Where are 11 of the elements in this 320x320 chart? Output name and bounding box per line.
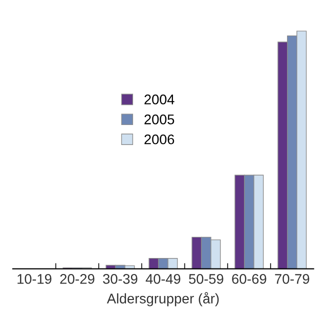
x-tick-label: 50-59 [188, 274, 224, 284]
legend-label: 2004 [144, 94, 174, 104]
x-tick-label: 30-39 [103, 274, 138, 284]
x-axis-title: Aldersgrupper (år) [106, 292, 219, 306]
x-tick-label: 60-69 [232, 274, 266, 284]
x-tick-label: 70-79 [275, 274, 310, 284]
legend-label: 2006 [144, 134, 174, 144]
legend-label: 2005 [144, 114, 174, 124]
x-tick-label: 10-19 [18, 274, 52, 284]
x-tick-label: 40-49 [146, 274, 180, 284]
x-tick-label: 20-29 [60, 274, 94, 284]
